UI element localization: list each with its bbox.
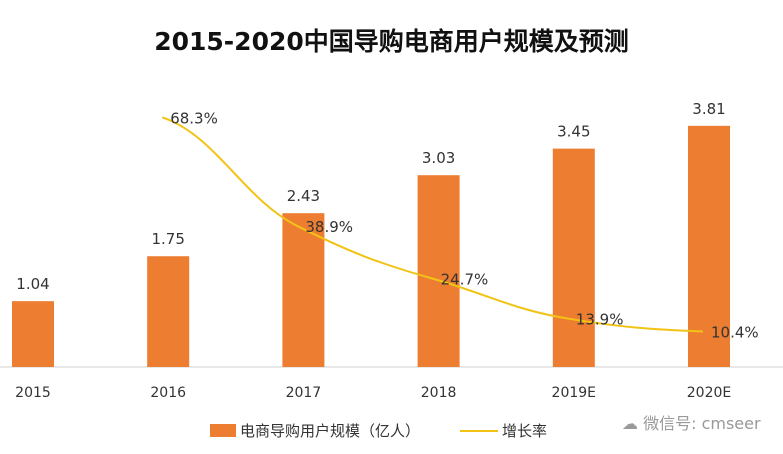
wechat-icon: ☁: [622, 414, 644, 433]
bar: [12, 301, 54, 367]
watermark-text: 微信号: cmseer: [643, 414, 761, 433]
x-tick-label: 2017: [286, 385, 322, 401]
x-tick-label: 2018: [421, 385, 457, 401]
x-tick-label: 2020E: [687, 385, 731, 401]
line-data-label: 68.3%: [170, 109, 218, 127]
bar-data-label: 1.04: [16, 275, 49, 293]
bar-data-label: 3.03: [422, 149, 455, 167]
x-tick-label: 2019E: [552, 385, 596, 401]
legend-line-label: 增长率: [502, 422, 548, 440]
line-data-label: 13.9%: [576, 311, 624, 329]
line-data-label: 38.9%: [305, 218, 353, 236]
watermark: ☁ 微信号: cmseer: [622, 410, 761, 434]
bar: [147, 256, 190, 367]
bar-data-label: 2.43: [287, 187, 320, 205]
bar: [282, 213, 325, 367]
growth-rate-line: [161, 116, 704, 333]
bar: [417, 175, 460, 367]
bar: [552, 148, 595, 367]
line-data-label: 10.4%: [711, 324, 759, 342]
legend: 电商导购用户规模（亿人） 增长率: [210, 420, 547, 441]
legend-line-swatch: [460, 429, 499, 432]
bar: [688, 125, 730, 368]
legend-bar-label: 电商导购用户规模（亿人）: [240, 422, 421, 440]
legend-bar-swatch: [210, 424, 236, 437]
bar-data-label: 3.45: [557, 123, 590, 141]
x-tick-label: 2016: [150, 385, 186, 401]
bar-data-label: 3.81: [692, 100, 725, 118]
bar-data-label: 1.75: [151, 230, 184, 248]
x-tick-label: 2015: [15, 385, 51, 401]
line-data-label: 24.7%: [441, 271, 489, 289]
chart-title: 2015-2020中国导购电商用户规模及预测: [154, 27, 629, 56]
